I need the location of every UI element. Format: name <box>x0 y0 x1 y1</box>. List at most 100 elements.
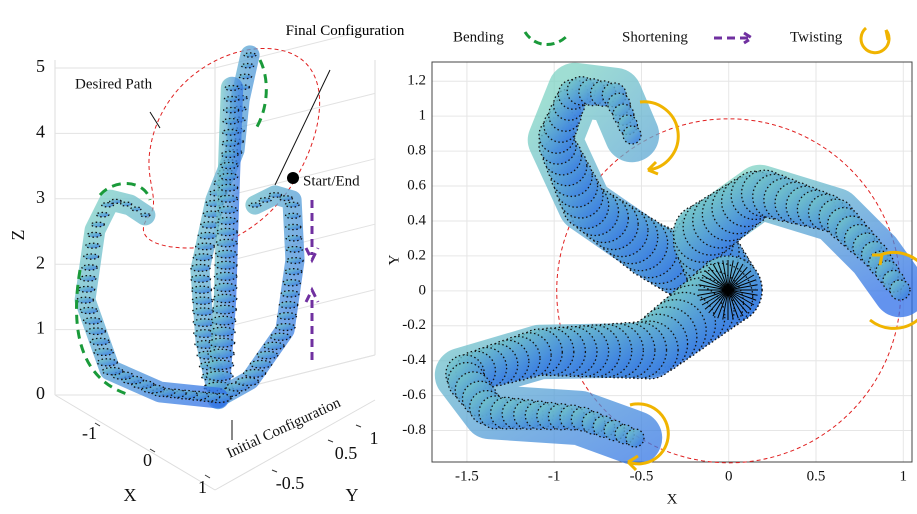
y-tick-label: 1 <box>419 108 427 124</box>
spoke <box>712 289 729 317</box>
tube-ring <box>222 117 240 125</box>
tube-ring <box>211 304 237 315</box>
tube-ring <box>284 212 301 220</box>
y-tick-label: 0.8 <box>407 143 426 159</box>
legend-label: Bending <box>453 29 504 45</box>
tube-ring <box>83 253 100 260</box>
tube-ring <box>210 315 237 326</box>
tube-ring <box>214 260 238 270</box>
y-axis-label: Y <box>386 254 402 265</box>
tube-ring <box>195 242 216 251</box>
tube-ring <box>209 326 236 337</box>
spoke <box>717 261 729 291</box>
tube-ring <box>213 271 238 281</box>
tick-mark <box>204 474 211 479</box>
x-axis-label: X <box>667 491 678 507</box>
x-tick-label: 0 <box>143 450 152 470</box>
tube-ring <box>205 370 234 382</box>
tube-ring <box>219 172 239 181</box>
spoke <box>699 279 729 291</box>
spoke <box>701 289 729 306</box>
tube-ring <box>218 183 239 192</box>
spoke <box>727 289 748 314</box>
spoke <box>727 289 757 301</box>
tube-ring <box>191 296 214 305</box>
legend-label: Shortening <box>622 29 688 45</box>
tube-ring <box>86 231 102 238</box>
spoke <box>701 274 729 291</box>
tube-ring <box>95 211 110 218</box>
tick-mark <box>271 469 278 473</box>
tube-ring <box>285 234 303 242</box>
tube-ring <box>212 293 238 304</box>
tube-ring <box>278 195 294 202</box>
tube-ring <box>100 202 115 208</box>
tick-mark <box>149 448 156 453</box>
tick-mark <box>94 422 101 427</box>
spoke <box>712 263 729 291</box>
spoke <box>708 266 729 291</box>
tube-ring <box>285 223 302 231</box>
tube-ring <box>93 347 115 357</box>
z-tick-label: 5 <box>36 56 45 76</box>
spoke <box>727 279 757 291</box>
y-tick-label: -0.4 <box>402 352 426 368</box>
tube-ring <box>190 263 211 272</box>
tube-ring <box>243 52 257 58</box>
tube-ring <box>214 249 238 259</box>
tube-ring <box>197 231 218 240</box>
tube-ring <box>139 212 151 218</box>
tube-ring <box>207 348 235 359</box>
tube-ring <box>240 62 255 69</box>
spoke <box>727 260 734 291</box>
tube-ring <box>216 216 239 226</box>
tube-ring <box>191 307 215 316</box>
y-tick-label: -0.5 <box>276 473 305 493</box>
tube-ring <box>235 376 260 387</box>
legend-label: Twisting <box>790 29 843 45</box>
y-tick-label: 0.6 <box>407 177 426 193</box>
x-axis-label: X <box>124 485 137 505</box>
tube-ring <box>889 279 911 301</box>
spoke <box>727 289 752 310</box>
twisting-icon <box>626 402 670 472</box>
tube-ring <box>208 337 236 348</box>
x-tick-label: 0 <box>725 468 733 484</box>
tube-ring <box>223 106 240 114</box>
tube-ring <box>224 84 240 92</box>
spoke <box>722 289 729 320</box>
spoke <box>727 289 739 319</box>
spoke <box>727 289 744 317</box>
tube-ring <box>213 282 238 293</box>
annotation-box: Final Configuration <box>286 23 405 39</box>
tube-ring <box>217 205 239 214</box>
y-tick-label: -0.6 <box>402 387 426 403</box>
tube-ring <box>249 359 273 369</box>
twisting-icon <box>869 250 917 330</box>
tube-ring <box>129 206 142 212</box>
tube-ring <box>258 197 272 203</box>
z-tick-label: 1 <box>36 318 45 338</box>
spoke <box>727 266 748 291</box>
tube-ring <box>79 274 97 282</box>
start-end-point <box>287 172 299 184</box>
annotation: Desired Path <box>75 76 153 92</box>
x-tick-label: -1 <box>548 468 561 484</box>
x-tick-label: 1 <box>198 477 207 497</box>
spoke <box>727 284 758 291</box>
y-tick-label: 0 <box>419 282 427 298</box>
tube-ring <box>286 257 304 265</box>
spoke <box>717 289 729 319</box>
tube-ring <box>238 73 253 80</box>
tube-ring <box>248 202 262 208</box>
spoke <box>704 270 729 291</box>
tube-ring <box>90 221 106 228</box>
y-tick-label: 0.4 <box>407 212 426 228</box>
spoke <box>699 289 729 301</box>
y-tick-label: 0.5 <box>335 443 358 463</box>
tube-ring <box>192 253 213 262</box>
tube-ring <box>282 279 302 287</box>
z-tick-label: 3 <box>36 187 45 207</box>
spoke <box>727 261 739 291</box>
tube-ring <box>276 311 298 320</box>
